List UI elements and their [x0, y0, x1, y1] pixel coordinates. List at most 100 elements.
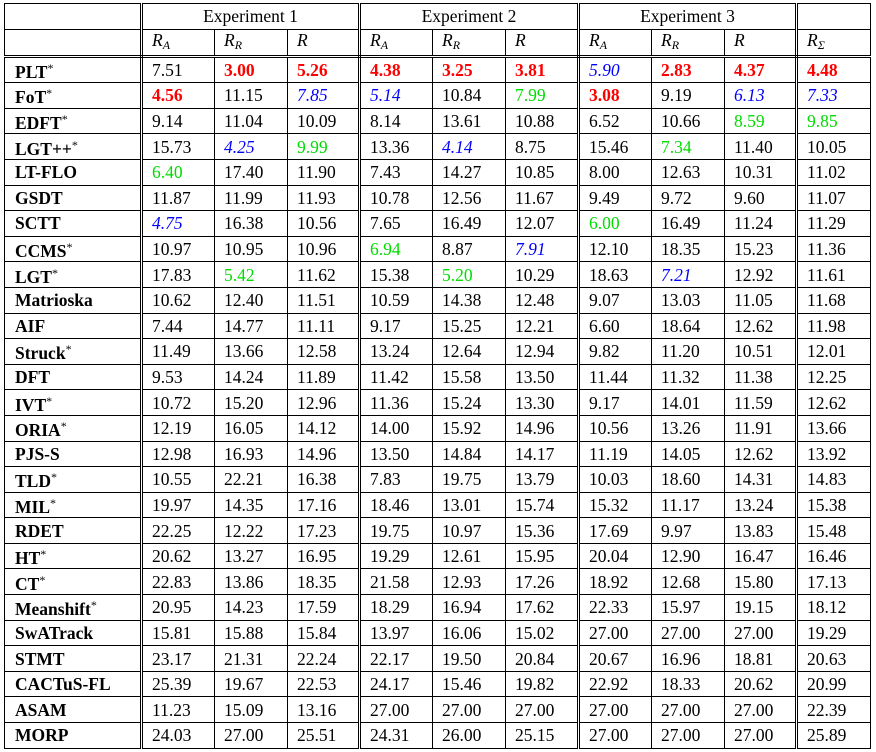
value-cell: 5.42 [214, 261, 288, 288]
group-header-exp1: Experiment 1 [141, 3, 361, 30]
tracker-name-cell: IVT* [4, 389, 143, 416]
value-cell: 11.20 [651, 338, 725, 365]
tracker-name-cell: CT* [4, 568, 143, 596]
table-row: EDFT* 9.14 11.04 10.09 8.14 13.61 10.88 6.52 10.… [4, 107, 871, 135]
value-cell: 8.59 [724, 107, 798, 135]
value-cell: 20.63 [796, 645, 871, 672]
value-cell: 10.88 [505, 107, 580, 135]
value-cell: 12.93 [432, 568, 506, 596]
table-row: CACTuS-FL 25.39 19.67 22.53 24.17 15.46 19.82 2… [4, 670, 871, 698]
value-cell: 19.15 [724, 594, 798, 621]
table-row: IVT* 10.72 15.20 12.96 11.36 15.24 13.30 9.17 14… [4, 389, 871, 416]
value-cell: 7.34 [651, 133, 725, 160]
value-cell: 13.03 [651, 286, 725, 314]
table-row: DFT 9.53 14.24 11.89 11.42 15.58 13.50 11.44 11.… [4, 363, 871, 391]
table-row: MORP 24.03 27.00 25.51 24.31 26.00 25.15 27.00 2… [4, 722, 871, 749]
value-cell: 17.40 [214, 158, 288, 186]
value-cell: 10.31 [724, 158, 798, 186]
tracker-name: STMT [15, 648, 65, 669]
value-cell: 15.38 [359, 261, 433, 288]
value-cell: 10.29 [505, 261, 580, 288]
value-cell: 13.97 [359, 619, 433, 647]
value-cell: 13.50 [505, 363, 580, 391]
value-cell: 13.01 [432, 491, 506, 519]
subheader-cell: RR [214, 28, 288, 58]
value-cell: 11.98 [796, 312, 871, 340]
value-cell: 13.30 [505, 389, 580, 416]
subheader-base: R [734, 29, 745, 50]
value-cell: 25.39 [141, 670, 215, 698]
value-cell: 19.29 [359, 542, 433, 570]
value-cell: 11.89 [287, 363, 361, 391]
value-cell: 12.56 [432, 184, 506, 212]
value-cell: 11.07 [796, 184, 871, 212]
value-cell: 15.46 [432, 670, 506, 698]
subheader-subscript: A [162, 37, 171, 52]
value-cell: 27.00 [214, 722, 288, 749]
value-cell: 15.97 [651, 594, 725, 621]
value-cell: 9.49 [578, 184, 652, 212]
value-cell: 19.50 [432, 645, 506, 672]
tracker-name-cell: AIF [4, 312, 143, 340]
value-cell: 27.00 [578, 696, 652, 724]
value-cell: 16.46 [796, 542, 871, 570]
value-cell: 16.06 [432, 619, 506, 647]
tracker-name-cell: MORP [4, 722, 143, 749]
value-cell: 6.52 [578, 107, 652, 135]
table-row: TLD* 10.55 22.21 16.38 7.83 19.75 13.79 10.03 18… [4, 466, 871, 493]
value-cell: 15.38 [796, 491, 871, 519]
value-cell: 15.95 [505, 542, 580, 570]
value-cell: 11.04 [214, 107, 288, 135]
tracker-name-cell: LGT++* [4, 133, 143, 160]
value-cell: 11.68 [796, 286, 871, 314]
corner-cell [4, 3, 143, 30]
value-cell: 16.96 [651, 645, 725, 672]
value-cell: 10.78 [359, 184, 433, 212]
tracker-name-cell: FoT* [4, 82, 143, 109]
subheader-cell: RΣ [796, 28, 871, 58]
value-cell: 14.77 [214, 312, 288, 340]
value-cell: 13.92 [796, 440, 871, 468]
value-cell: 17.13 [796, 568, 871, 596]
value-cell: 27.00 [505, 696, 580, 724]
value-cell: 19.75 [432, 466, 506, 493]
value-cell: 15.09 [214, 696, 288, 724]
value-cell: 16.49 [432, 210, 506, 237]
tracker-name: CACTuS-FL [15, 674, 111, 695]
table-row: MIL* 19.97 14.35 17.16 18.46 13.01 15.74 15.32 1… [4, 491, 871, 519]
value-cell: 18.63 [578, 261, 652, 288]
tracker-name: PLT [15, 61, 48, 82]
subheader-cell: RA [578, 28, 652, 58]
value-cell: 18.29 [359, 594, 433, 621]
subheader-subscript: A [380, 37, 389, 52]
value-cell: 10.85 [505, 158, 580, 186]
asterisk-marker: * [66, 240, 73, 255]
asterisk-marker: * [65, 342, 72, 357]
value-cell: 12.19 [141, 414, 215, 442]
value-cell: 16.94 [432, 594, 506, 621]
value-cell: 19.67 [214, 670, 288, 698]
value-cell: 12.92 [724, 261, 798, 288]
value-cell: 7.51 [141, 55, 215, 84]
value-cell: 11.40 [724, 133, 798, 160]
value-cell: 27.00 [432, 696, 506, 724]
value-cell: 11.15 [214, 82, 288, 109]
asterisk-marker: * [51, 265, 58, 280]
value-cell: 3.08 [578, 82, 652, 109]
tracker-name: ORIA [15, 420, 61, 441]
subheader-base: R [442, 29, 453, 50]
value-cell: 20.84 [505, 645, 580, 672]
value-cell: 15.32 [578, 491, 652, 519]
value-cell: 17.83 [141, 261, 215, 288]
value-cell: 13.83 [724, 517, 798, 544]
value-cell: 22.17 [359, 645, 433, 672]
table-row: PLT* 7.51 3.00 5.26 4.38 3.25 3.81 5.90 2.83 4.37… [4, 55, 871, 84]
asterisk-marker: * [46, 86, 53, 101]
value-cell: 12.94 [505, 338, 580, 365]
tracker-name: IVT [15, 394, 47, 415]
value-cell: 27.00 [578, 619, 652, 647]
value-cell: 8.14 [359, 107, 433, 135]
value-cell: 12.10 [578, 235, 652, 263]
value-cell: 11.49 [141, 338, 215, 365]
value-cell: 9.97 [651, 517, 725, 544]
